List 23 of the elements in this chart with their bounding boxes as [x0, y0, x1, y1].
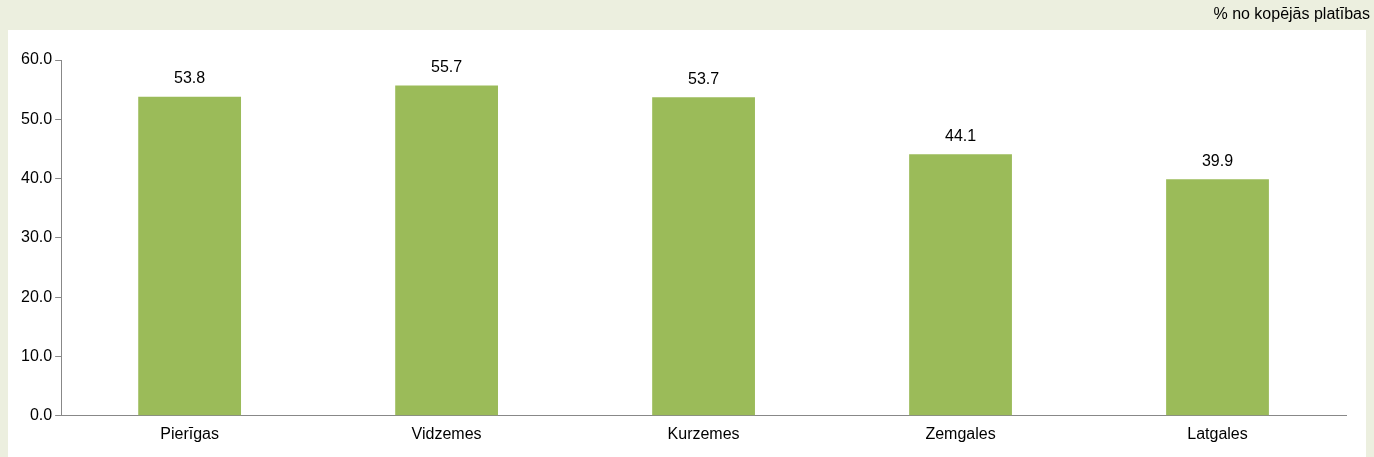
data-label: 39.9: [1201, 151, 1234, 169]
bar: [1166, 179, 1269, 416]
bar: [909, 154, 1012, 416]
bar: [652, 97, 755, 416]
x-tick-label: Kurzemes: [667, 424, 740, 442]
y-tick-label: 40.0: [21, 169, 53, 187]
x-tick-label: Vidzemes: [411, 424, 482, 442]
bar: [395, 85, 498, 416]
x-tick-label: Latgales: [1187, 424, 1248, 442]
y-axis-title: % no kopējās platības: [1213, 5, 1370, 23]
y-tick-label: 0.0: [29, 406, 53, 424]
x-tick-label: Zemgales: [925, 424, 996, 442]
y-tick-label: 20.0: [21, 287, 53, 305]
data-label: 53.7: [688, 69, 720, 87]
data-label: 53.8: [174, 69, 206, 87]
x-tick-label: Pierīgas: [160, 424, 219, 442]
y-tick-label: 50.0: [21, 109, 53, 127]
y-tick-label: 10.0: [21, 346, 53, 364]
y-tick-label: 60.0: [21, 50, 53, 68]
y-tick-label: 30.0: [21, 228, 53, 246]
data-label: 55.7: [431, 57, 463, 75]
bar: [138, 96, 242, 416]
data-label: 44.1: [944, 126, 977, 144]
